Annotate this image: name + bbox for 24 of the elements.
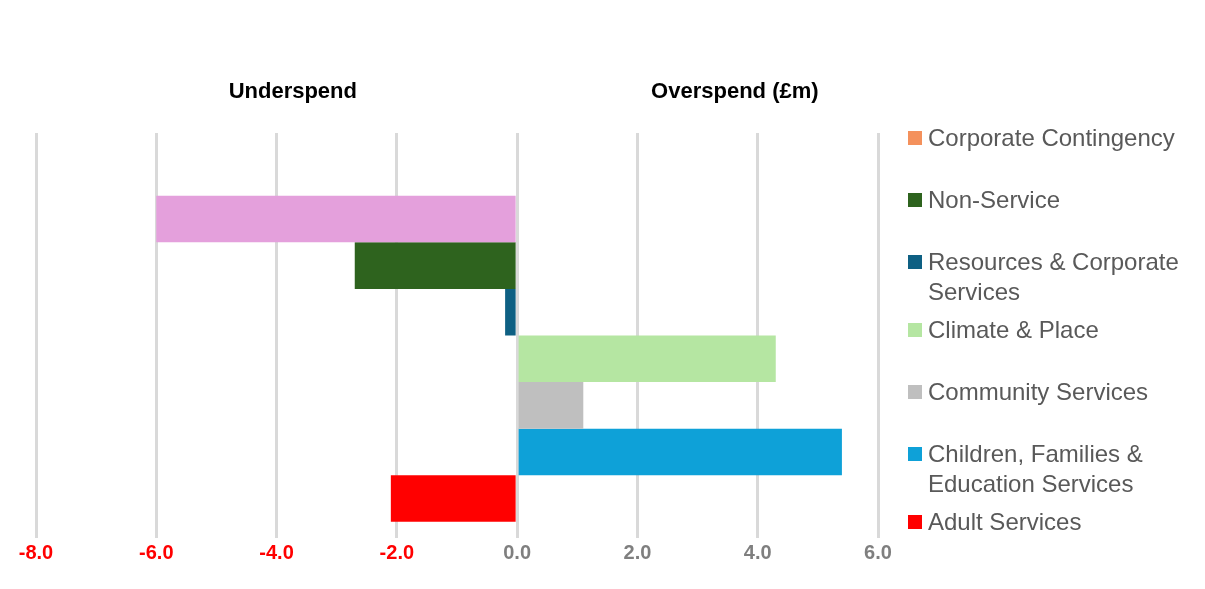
legend-label: Resources & Corporate Services (928, 247, 1180, 307)
x-tick-label: -4.0 (259, 540, 294, 563)
bar (505, 288, 516, 336)
bar (518, 335, 776, 383)
x-tick-label: 2.0 (623, 540, 652, 563)
text: Overspend (£m) (651, 78, 819, 103)
legend-label: Climate & Place (928, 315, 1100, 345)
text: Underspend (228, 78, 357, 103)
x-tick-label: 4.0 (743, 540, 772, 563)
bar (390, 475, 516, 522)
bar (156, 195, 516, 243)
bar (518, 428, 842, 476)
x-tick-label: 0.0 (503, 540, 532, 563)
x-tick-label: -6.0 (139, 540, 174, 563)
x-tick-label: -2.0 (379, 540, 415, 563)
legend-label: Adult Services (928, 507, 1083, 537)
bar (354, 242, 516, 289)
legend-label: Non-Service (928, 185, 1062, 215)
legend-label: Community Services (928, 377, 1150, 407)
legend-label: Children, Families & Education Services (928, 439, 1144, 499)
legend-label: Corporate Contingency (928, 123, 1176, 153)
bar (518, 382, 584, 429)
x-tick-label: 6.0 (864, 540, 892, 563)
x-tick-label: -8.0 (18, 540, 54, 563)
